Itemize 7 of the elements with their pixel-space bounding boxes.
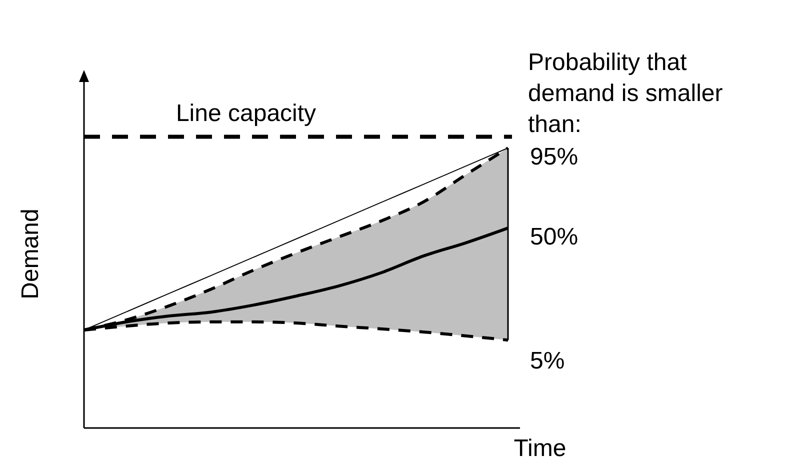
series-label: 5%	[530, 347, 565, 374]
x-axis-title: Time	[514, 435, 566, 462]
ref-line-label: Line capacity	[176, 100, 316, 127]
y-axis-title: Demand	[17, 208, 44, 300]
series-label: 50%	[530, 223, 578, 250]
series-label: 95%	[530, 143, 578, 170]
legend-title: Probability that demand is smaller than:	[528, 49, 723, 138]
